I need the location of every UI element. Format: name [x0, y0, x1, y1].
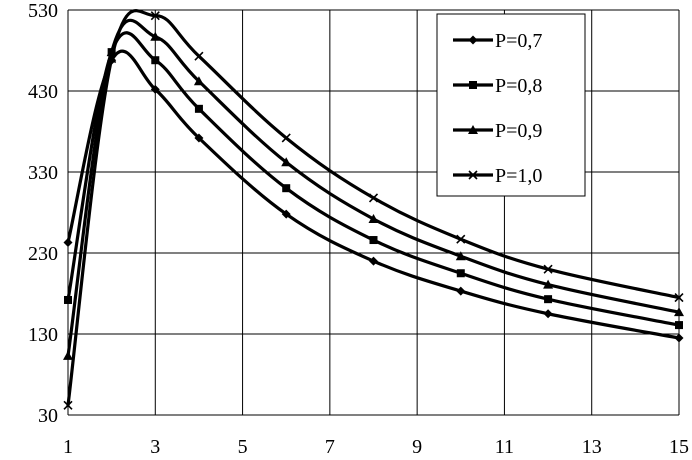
data-point — [543, 279, 554, 289]
data-point — [674, 292, 684, 303]
data-point — [194, 133, 204, 143]
data-point — [368, 193, 379, 203]
legend-marker — [468, 170, 478, 180]
legend-marker — [469, 81, 477, 89]
y-tick-label: 330 — [28, 162, 58, 184]
x-tick-label: 11 — [495, 436, 514, 458]
data-point — [674, 333, 684, 343]
data-point — [282, 184, 291, 193]
x-tick-label: 5 — [238, 436, 248, 458]
data-point — [150, 84, 160, 94]
y-tick-label: 130 — [28, 324, 58, 346]
series-line-4 — [66, 9, 681, 407]
data-point — [193, 76, 204, 86]
data-point — [369, 256, 378, 266]
data-point — [194, 51, 204, 61]
legend-label: P=0,8 — [495, 75, 542, 97]
data-point — [456, 286, 466, 296]
data-point — [455, 251, 466, 261]
y-tick-label: 530 — [28, 0, 58, 22]
y-tick-label: 430 — [28, 81, 58, 103]
legend-marker — [468, 125, 478, 134]
series-4 — [63, 9, 684, 410]
series-2 — [64, 31, 683, 330]
legend: P=0,7 P=0,8 P=0,9 P=1,0 — [436, 13, 586, 197]
data-point — [456, 234, 466, 244]
x-tick-label: 1 — [63, 436, 73, 458]
data-point — [150, 11, 160, 21]
series-line-2 — [66, 31, 681, 327]
data-point — [281, 157, 292, 167]
data-point — [151, 56, 160, 65]
legend-marker — [468, 35, 478, 45]
data-point — [194, 104, 203, 113]
x-tick-label: 3 — [150, 436, 160, 458]
data-point — [369, 236, 378, 245]
x-tick-label: 15 — [669, 436, 689, 458]
data-point — [107, 54, 117, 64]
data-point — [281, 133, 291, 143]
data-point — [675, 321, 683, 330]
grid — [67, 9, 680, 416]
data-point — [456, 269, 465, 278]
data-point — [544, 295, 553, 304]
legend-label: P=1,0 — [495, 165, 542, 187]
data-point — [63, 350, 73, 360]
data-point — [543, 264, 553, 274]
data-point — [150, 31, 161, 41]
x-tick-label: 9 — [412, 436, 422, 458]
x-tick-label: 7 — [325, 436, 335, 458]
data-point — [63, 400, 73, 410]
data-point — [64, 295, 72, 304]
series-line-3 — [66, 18, 681, 358]
data-point — [674, 307, 684, 317]
data-point — [281, 209, 291, 219]
series-group — [63, 9, 684, 410]
y-tick-label: 230 — [28, 243, 58, 265]
x-tick-label: 13 — [582, 436, 602, 458]
legend-label: P=0,7 — [495, 30, 542, 52]
legend-label: P=0,9 — [495, 120, 542, 142]
y-tick-label: 30 — [38, 405, 58, 427]
data-point — [63, 237, 73, 247]
data-point — [543, 309, 553, 319]
legend-box — [436, 13, 586, 197]
data-point — [368, 213, 379, 223]
